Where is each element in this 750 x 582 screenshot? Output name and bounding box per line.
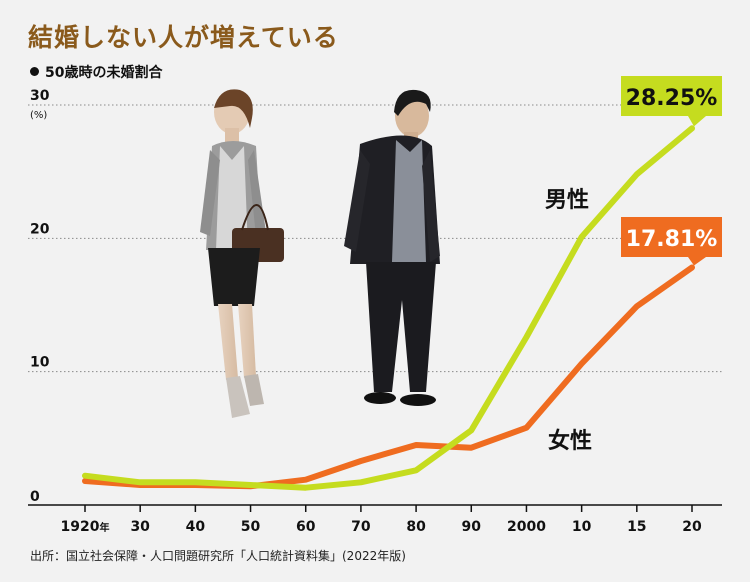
y-tick-label: 0: [30, 489, 40, 505]
series-line-male: [82, 125, 695, 491]
series-lines: [82, 125, 695, 491]
x-tick-label: 60: [296, 519, 316, 535]
x-tick-label: 20: [682, 519, 702, 535]
y-tick-label: 20: [30, 221, 50, 237]
x-tick-label: 1920年: [61, 519, 110, 535]
x-tick-label: 15: [627, 519, 646, 535]
series-label-female: 女性: [548, 428, 592, 454]
line-chart: 0 10 20 30 (%) 1920年 30 40 50 60 70 80 90 2000 10 15 20…: [28, 76, 722, 535]
x-axis: 1920年 30 40 50 60 70 80 90 2000 10 15 20: [28, 504, 722, 535]
bullet-dot: [30, 67, 39, 76]
source-note: 出所：国立社会保障・人口問題研究所「人口統計資料集」(2022年版): [30, 549, 406, 563]
chart-title: 結婚しない人が増えている: [28, 23, 339, 52]
woman-illustration: [200, 89, 284, 418]
chart-subtitle: 50歳時の未婚割合: [30, 62, 162, 82]
y-tick-label: 10: [30, 355, 50, 371]
x-tick-label: 2000: [507, 519, 546, 535]
y-axis-unit: (%): [30, 110, 47, 121]
series-label-male: 男性: [545, 188, 589, 213]
x-tick-label: 80: [406, 519, 426, 535]
end-value-label: 17.81%: [626, 227, 718, 252]
y-tick-label: 30: [30, 88, 50, 104]
x-tick-label: 50: [241, 519, 261, 535]
end-callout-box: [621, 217, 722, 266]
man-illustration: [344, 89, 440, 406]
chart-subtitle-text: 50歳時の未婚割合: [45, 65, 163, 81]
x-tick-label: 70: [351, 519, 371, 535]
x-tick-label: 30: [130, 519, 150, 535]
x-tick-label: 10: [572, 519, 592, 535]
end-value-label: 28.25%: [626, 86, 718, 111]
y-axis: 0 10 20 30 (%): [30, 88, 50, 505]
end-callout-box: [621, 76, 722, 127]
x-tick-label: 40: [186, 519, 206, 535]
x-tick-label: 90: [462, 519, 482, 535]
